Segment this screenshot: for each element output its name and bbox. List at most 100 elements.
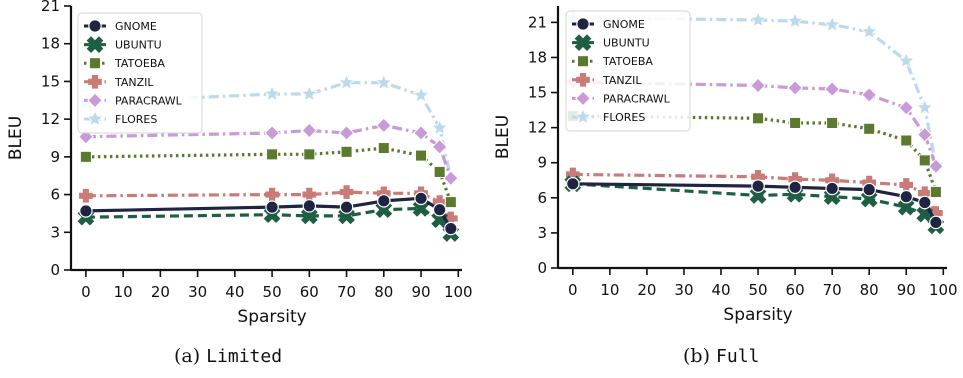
chart-limited-point-ubuntu-60 (300, 207, 318, 225)
chart-limited-point-paracrawl-50 (264, 125, 280, 141)
chart-limited-series-gnome (79, 191, 458, 236)
chart-limited-point-gnome-70 (339, 200, 354, 214)
chart-limited-x-tick-label-80: 80 (374, 283, 393, 301)
chart-limited-series-tanzil (79, 185, 458, 226)
chart-limited-point-ubuntu-90 (412, 200, 430, 217)
chart-full-legend-marker-flores (574, 107, 592, 125)
chart-limited-x-tick-label-50: 50 (263, 283, 282, 301)
caption-limited: (a) Limited (174, 345, 282, 367)
chart-limited-point-flores-80 (375, 73, 393, 91)
chart-full-point-tatoeba-70 (826, 116, 839, 129)
chart-limited-legend-marker-tanzil (88, 74, 102, 89)
chart-full-x-tick-label-40: 40 (711, 281, 730, 299)
chart-limited-point-paracrawl-95 (431, 138, 448, 155)
chart-limited-point-flores-50 (263, 84, 281, 102)
chart-full-legend-marker-gnome (576, 17, 590, 31)
chart-full-point-paracrawl-90 (898, 99, 915, 116)
chart-full-series-tanzil (565, 167, 943, 220)
chart-limited-point-tanzil-0 (79, 189, 93, 203)
chart-limited-series-tatoeba (79, 142, 457, 209)
chart-limited-legend-label-gnome: GNOME (115, 20, 157, 33)
chart-full-x-tick-label-10: 10 (600, 281, 619, 299)
chart-full-x-axis-title: Sparsity (723, 305, 792, 325)
chart-full-x-tick-label-20: 20 (637, 281, 656, 299)
chart-limited-point-tatoeba-98 (444, 196, 457, 209)
chart-limited-y-tick-label-21: 21 (41, 0, 60, 15)
chart-limited-y-tick-label-3: 3 (50, 223, 60, 241)
chart-limited-point-tatoeba-80 (377, 142, 390, 155)
chart-limited-y-tick-label-12: 12 (41, 110, 60, 128)
chart-full-point-gnome-95 (917, 195, 932, 210)
chart-limited-legend-marker-tatoeba (88, 57, 102, 70)
chart-full-x-tick-label-60: 60 (786, 281, 805, 299)
chart-full-legend-label-ubuntu: UBUNTU (603, 37, 650, 50)
chart-limited-y-tick-label-0: 0 (50, 261, 60, 279)
chart-limited-legend-label-ubuntu: UBUNTU (115, 39, 162, 52)
chart-limited-x-tick-label-100: 100 (444, 283, 473, 301)
chart-full-point-gnome-90 (899, 189, 914, 204)
chart-limited-legend-marker-flores (86, 109, 104, 127)
chart-full-legend-label-gnome: GNOME (603, 18, 645, 31)
chart-limited-legend-marker-ubuntu (86, 36, 104, 53)
chart-full-legend-label-paracrawl: PARACRAWL (603, 92, 671, 105)
chart-full-point-paracrawl-70 (824, 81, 841, 97)
chart-full-point-paracrawl-98 (928, 158, 944, 175)
chart-full-point-ubuntu-90 (897, 198, 915, 216)
chart-limited-y-tick-label-9: 9 (50, 148, 60, 166)
chart-full-legend-marker-ubuntu (574, 34, 592, 51)
chart-full-legend-label-flores: FLORES (603, 111, 645, 124)
chart-full-point-gnome-50 (751, 179, 765, 193)
chart-full-x-tick-label-80: 80 (860, 281, 879, 299)
chart-limited-point-gnome-60 (302, 199, 317, 213)
chart-full-point-flores-90 (897, 51, 915, 69)
chart-limited-point-tatoeba-95 (433, 165, 446, 178)
chart-full-x-tick-label-30: 30 (674, 281, 693, 299)
chart-full-point-flores-70 (823, 15, 841, 33)
chart-full-point-gnome-80 (862, 182, 876, 197)
chart-limited-point-tatoeba-90 (415, 149, 428, 162)
chart-limited-legend-label-tatoeba: TATOEBA (114, 57, 165, 70)
chart-limited-point-tatoeba-0 (79, 150, 92, 163)
chart-full-y-tick-label-3: 3 (537, 224, 547, 242)
chart-limited-x-tick-label-30: 30 (188, 283, 207, 301)
chart-full-x-tick-label-100: 100 (929, 281, 958, 299)
chart-full-x-tick-label-90: 90 (897, 281, 916, 299)
chart-full-y-tick-label-6: 6 (537, 189, 547, 207)
chart-full-point-gnome-70 (825, 181, 839, 196)
chart-full-point-tanzil-90 (899, 178, 914, 192)
chart-limited-point-paracrawl-98 (442, 170, 459, 187)
chart-limited-line-flores (85, 81, 453, 179)
chart-limited-point-flores-95 (430, 118, 449, 136)
chart-limited-point-flores-60 (300, 84, 319, 102)
chart-full-point-tatoeba-90 (900, 134, 913, 147)
chart-limited-legend-label-tanzil: TANZIL (114, 76, 154, 89)
chart-full-point-flores-95 (916, 98, 934, 116)
chart-full-point-tatoeba-80 (863, 122, 876, 135)
chart-full-point-paracrawl-80 (861, 87, 878, 103)
chart-full-point-tatoeba-50 (752, 112, 765, 125)
chart-limited-point-paracrawl-80 (375, 117, 392, 134)
chart-limited-point-paracrawl-0 (78, 128, 94, 145)
chart-limited-point-gnome-95 (432, 202, 447, 217)
chart-limited-point-tatoeba-60 (303, 148, 316, 161)
chart-full-y-tick-label-18: 18 (528, 48, 547, 66)
chart-limited-legend: GNOME UBUNTU TATOEBA TANZIL PARACRAWL FLORES (77, 12, 203, 134)
chart-full-x-tick-label-70: 70 (823, 281, 842, 299)
chart-limited-legend-box (77, 12, 203, 134)
chart-limited-x-tick-label-0: 0 (81, 283, 91, 301)
caption-full-name: Full (716, 346, 760, 367)
chart-limited-x-tick-label-40: 40 (225, 283, 244, 301)
chart-full-x-tick-label-50: 50 (749, 281, 768, 299)
chart-limited-y-tick-label-18: 18 (41, 35, 60, 53)
chart-limited-point-flores-70 (337, 73, 356, 91)
chart-full-y-tick-label-9: 9 (537, 154, 547, 172)
chart-full-y-tick-label-15: 15 (528, 84, 547, 102)
chart-full-point-gnome-98 (929, 215, 943, 230)
caption-full: (b) Full (683, 345, 759, 367)
chart-full-point-tatoeba-95 (918, 154, 931, 167)
chart-limited-point-paracrawl-70 (338, 125, 355, 141)
chart-limited-point-tanzil-70 (339, 185, 354, 199)
chart-full-y-tick-label-21: 21 (528, 13, 547, 31)
chart-limited-point-gnome-98 (444, 221, 458, 236)
